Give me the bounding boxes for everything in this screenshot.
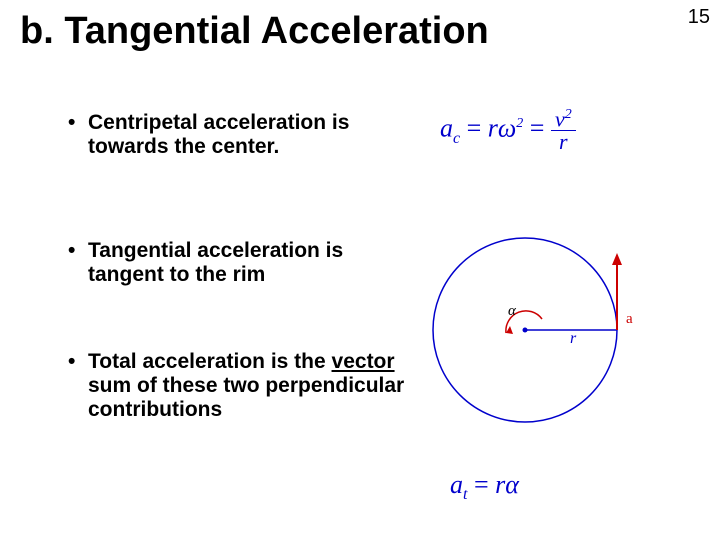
eq1-v-sq: 2 — [565, 107, 572, 122]
bullet-3: Total acceleration is the vector sum of … — [64, 350, 414, 422]
eq2-r: r — [495, 470, 505, 499]
eq1-sub-c: c — [453, 130, 460, 147]
eq1-r: r — [488, 114, 498, 143]
eq2-sub-t: t — [463, 486, 467, 503]
eq1-v: v — [555, 106, 565, 131]
slide: 15 b. Tangential Acceleration Centripeta… — [0, 0, 720, 540]
eq1-omega: ω — [498, 114, 516, 143]
eq1-frac: v2 r — [551, 108, 576, 153]
a-label: a — [626, 311, 633, 327]
circular-motion-diagram: α r a — [410, 225, 670, 445]
bullet-2: Tangential acceleration is tangent to th… — [64, 239, 414, 287]
eq1-a: a — [440, 114, 453, 143]
r-label: r — [570, 330, 577, 347]
eq2-alpha: α — [505, 470, 519, 499]
eq1-eq2: = — [530, 114, 545, 143]
eq1-den: r — [551, 131, 576, 153]
equation-tangential: at = rα — [450, 470, 519, 504]
eq1-num: v2 — [551, 108, 576, 131]
alpha-arrowhead — [506, 326, 513, 334]
slide-title: b. Tangential Acceleration — [20, 10, 489, 53]
bullet-list: Centripetal acceleration is towards the … — [24, 111, 414, 484]
alpha-label: α — [508, 303, 517, 319]
bullet-1: Centripetal acceleration is towards the … — [64, 111, 414, 159]
eq1-eq1: = — [467, 114, 482, 143]
equation-centripetal: ac = rω2 = v2 r — [440, 108, 700, 158]
eq1-sq: 2 — [516, 116, 523, 131]
bullet-3-pre: Total acceleration is the — [88, 350, 332, 373]
eq2-eq: = — [474, 470, 489, 499]
eq2-a: a — [450, 470, 463, 499]
page-number: 15 — [688, 6, 710, 29]
bullet-3-post: sum of these two perpendicular contribut… — [88, 374, 404, 421]
a-vector-arrowhead — [612, 253, 622, 265]
bullet-3-underline: vector — [332, 350, 395, 373]
